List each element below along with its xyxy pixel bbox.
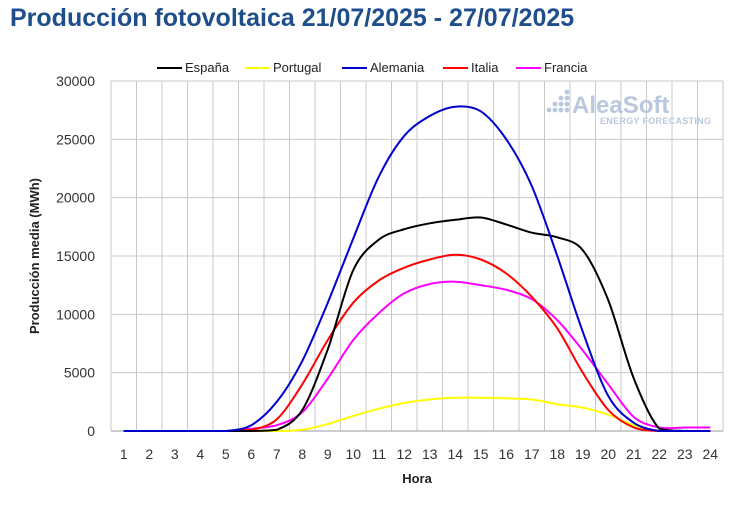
y-tick-label: 30000: [56, 73, 95, 89]
watermark-brand: AleaSoft: [572, 92, 669, 119]
x-tick-label: 12: [396, 446, 412, 462]
chart-title: Producción fotovoltaica 21/07/2025 - 27/…: [10, 4, 575, 32]
x-tick-label: 7: [273, 446, 281, 462]
x-tick-label: 13: [422, 446, 438, 462]
x-tick-label: 2: [145, 446, 153, 462]
legend-label-portugal: Portugal: [273, 60, 322, 75]
y-tick-label: 20000: [56, 190, 95, 206]
x-tick-label: 19: [575, 446, 591, 462]
aleasoft-logo: AleaSoft ENERGY FORECASTING: [546, 89, 711, 126]
x-axis-title: Hora: [402, 471, 432, 486]
x-tick-label: 6: [247, 446, 255, 462]
legend-label-francia: Francia: [544, 60, 588, 75]
watermark-tagline: ENERGY FORECASTING: [600, 116, 711, 126]
x-tick-label: 18: [549, 446, 565, 462]
x-tick-label: 4: [196, 446, 204, 462]
legend: España Portugal Alemania Italia Francia: [157, 60, 588, 75]
x-tick-label: 9: [324, 446, 332, 462]
x-tick-label: 20: [600, 446, 616, 462]
x-tick-label: 10: [345, 446, 361, 462]
x-tick-label: 1: [120, 446, 128, 462]
x-tick-label: 24: [702, 446, 718, 462]
series-lines: [123, 105, 711, 432]
x-tick-label: 8: [298, 446, 306, 462]
x-tick-label: 11: [371, 446, 386, 462]
legend-label-alemania: Alemania: [370, 60, 425, 75]
logo-dots-icon: [546, 89, 570, 113]
x-tick-label: 5: [222, 446, 230, 462]
y-tick-label: 0: [87, 423, 95, 439]
y-tick-label: 25000: [56, 131, 95, 147]
x-tick-label: 14: [447, 446, 463, 462]
x-tick-label: 22: [651, 446, 667, 462]
legend-label-espana: España: [185, 60, 230, 75]
y-tick-label: 5000: [64, 365, 95, 381]
grid-lines: [110, 80, 724, 432]
y-axis-title: Producción media (MWh): [27, 178, 42, 334]
x-tick-label: 21: [626, 446, 642, 462]
x-tick-label: 17: [524, 446, 540, 462]
legend-label-italia: Italia: [471, 60, 499, 75]
y-tick-label: 15000: [56, 248, 95, 264]
x-tick-label: 15: [473, 446, 489, 462]
x-tick-label: 3: [171, 446, 179, 462]
x-tick-label: 16: [498, 446, 514, 462]
series-line-alemania: [123, 105, 711, 432]
y-tick-label: 10000: [56, 306, 95, 322]
x-tick-label: 23: [677, 446, 693, 462]
